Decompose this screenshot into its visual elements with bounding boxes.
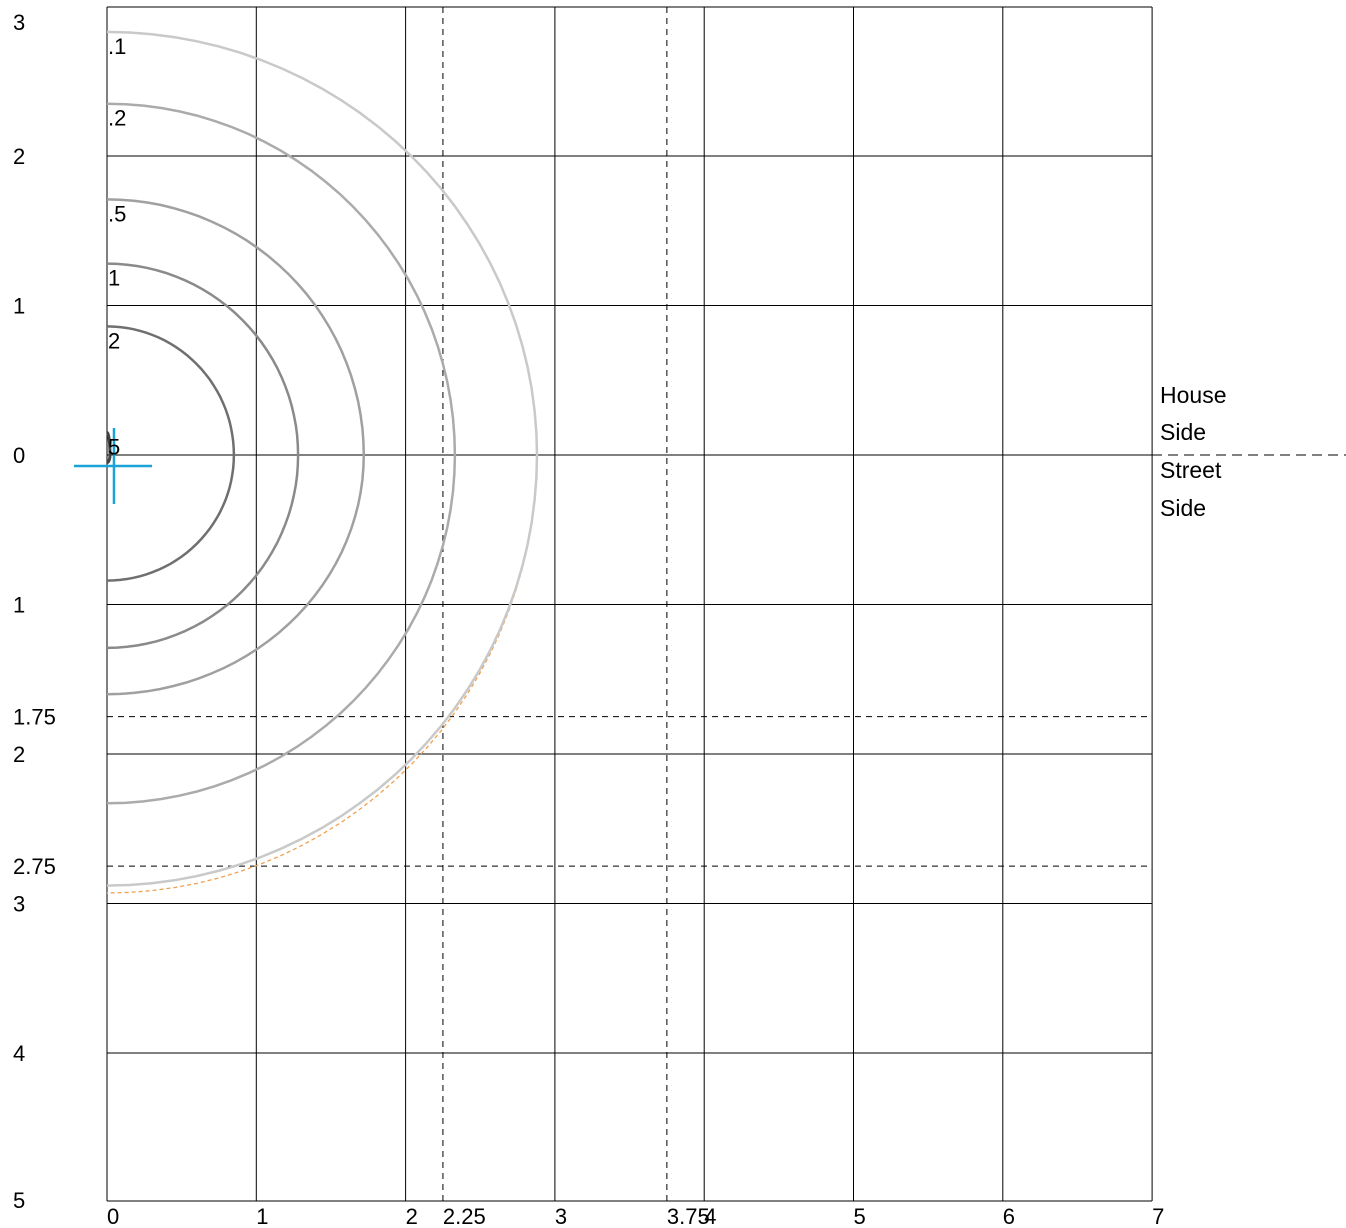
contour-label: 1	[108, 266, 120, 291]
x-tick-label: 2.25	[443, 1204, 486, 1228]
x-tick-label: 5	[854, 1204, 866, 1228]
contour-line	[106, 431, 112, 464]
y-tick-label: 4	[13, 1041, 25, 1066]
y-tick-label: 5	[13, 1188, 25, 1213]
contour-line	[106, 30, 539, 887]
y-tick-label: 1	[13, 593, 25, 618]
source-marker	[73, 427, 152, 504]
contour-line	[106, 102, 457, 805]
x-tick-label: 4	[704, 1204, 716, 1228]
reference-boundary	[106, 31, 538, 894]
contour-label: .1	[108, 34, 126, 59]
x-tick-label: 3	[555, 1204, 567, 1228]
y-tick-label: 0	[13, 443, 25, 468]
x-tick-label: 1	[256, 1204, 268, 1228]
y-tick-label: 1.75	[13, 705, 56, 730]
side-label: Side	[1160, 495, 1206, 521]
x-tick-label: 0	[107, 1204, 119, 1228]
grid	[106, 6, 1153, 1202]
contour-label: 2	[108, 328, 120, 353]
contour-curves	[106, 30, 539, 894]
contour-label: .5	[108, 201, 126, 226]
y-tick-label: 2	[13, 144, 25, 169]
y-tick-label: 2.75	[13, 854, 56, 879]
contour-line	[106, 262, 300, 650]
x-tick-label: 6	[1003, 1204, 1015, 1228]
side-label: House	[1160, 382, 1226, 408]
contour-label: .2	[108, 106, 126, 131]
contour-line	[106, 325, 236, 582]
y-tick-label: 2	[13, 742, 25, 767]
x-tick-label: 7	[1152, 1204, 1164, 1228]
y-tick-label: 3	[13, 10, 25, 35]
side-label: Side	[1160, 419, 1206, 445]
x-tick-label: 2	[406, 1204, 418, 1228]
y-tick-label: 1	[13, 294, 25, 319]
side-label: Street	[1160, 457, 1222, 483]
x-tick-label: 3.75	[667, 1204, 710, 1228]
contour-label: 5	[108, 435, 120, 460]
contour-line	[106, 198, 366, 696]
dashed-guides	[107, 7, 1346, 1201]
y-tick-label: 3	[13, 892, 25, 917]
